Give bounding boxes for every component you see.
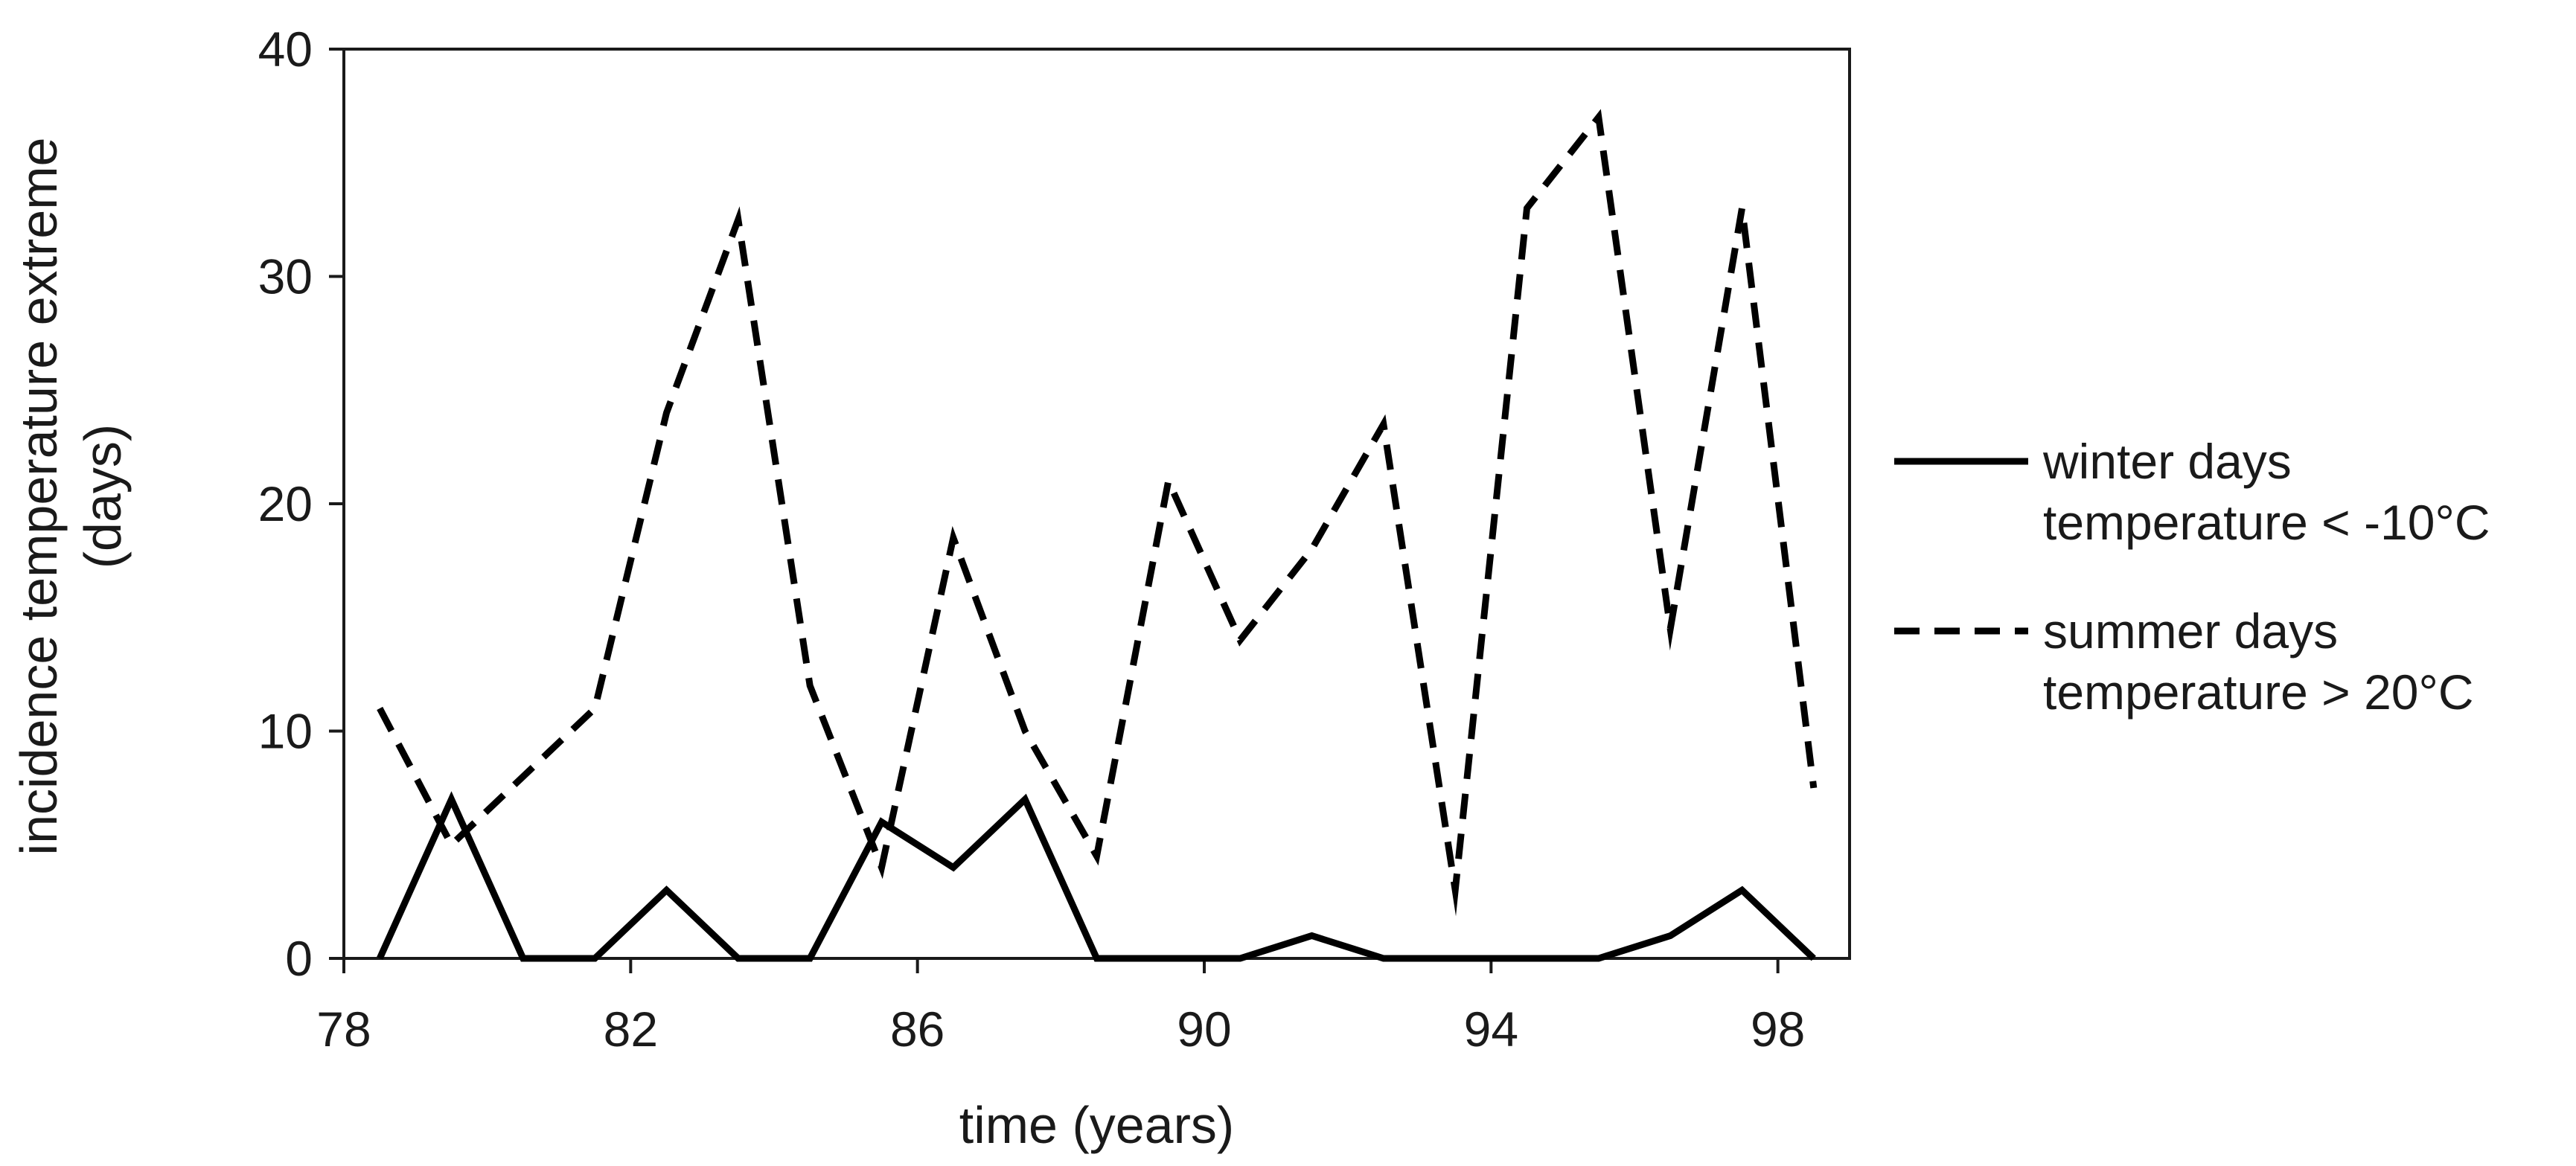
data-point-series-0 [735, 955, 741, 961]
data-point-series-1 [1094, 853, 1100, 859]
data-point-series-1 [1237, 637, 1243, 643]
x-tick-label: 86 [890, 1002, 945, 1057]
data-point-series-1 [1739, 205, 1745, 211]
y-axis-title: incidence temperature extreme (days) [10, 138, 132, 856]
data-point-series-0 [1094, 955, 1100, 961]
data-point-series-1 [592, 705, 598, 711]
data-point-series-0 [449, 796, 455, 802]
x-tick-label: 94 [1464, 1002, 1518, 1057]
data-point-series-0 [1596, 955, 1602, 961]
data-point-series-1 [1022, 728, 1028, 734]
legend-label: temperature < -10°C [2043, 495, 2490, 550]
data-point-series-0 [1452, 955, 1458, 961]
data-point-series-1 [1381, 421, 1387, 427]
x-tick-label: 90 [1177, 1002, 1231, 1057]
y-axis-title-line: incidence temperature extreme [10, 138, 68, 856]
data-point-series-1 [1596, 115, 1602, 121]
data-point-series-0 [1381, 955, 1387, 961]
y-tick-label: 30 [258, 249, 313, 304]
y-tick-label: 40 [258, 22, 313, 77]
data-point-series-1 [520, 774, 526, 780]
series-line-1 [377, 109, 1818, 917]
data-point-series-0 [664, 887, 670, 893]
x-tick-label: 78 [316, 1002, 371, 1057]
legend-label: summer days [2043, 603, 2338, 659]
x-axis-title: time (years) [959, 1096, 1234, 1154]
data-point-series-0 [1237, 955, 1243, 961]
y-tick-label: 20 [258, 476, 313, 531]
series-line-0 [377, 791, 1816, 962]
data-point-series-0 [1524, 955, 1530, 961]
legend: winter days temperature < -10°C summer day… [1894, 434, 2490, 720]
data-point-series-0 [950, 865, 956, 871]
plot-area: 0 10 20 30 40 78 82 86 90 94 98 [258, 22, 1851, 1057]
data-point-series-1 [807, 682, 813, 688]
data-point-series-0 [879, 819, 885, 825]
data-point-series-1 [449, 842, 455, 848]
data-point-series-0 [1667, 932, 1673, 938]
data-point-series-0 [1309, 932, 1315, 938]
data-point-series-0 [1022, 796, 1028, 802]
data-point-series-0 [377, 955, 383, 961]
data-point-series-0 [1166, 955, 1172, 961]
y-tick-label: 10 [258, 704, 313, 759]
data-point-series-0 [592, 955, 598, 961]
data-point-series-1 [1524, 205, 1530, 211]
data-point-series-0 [1739, 887, 1745, 893]
data-point-series-1 [735, 217, 741, 222]
data-point-series-1 [1667, 626, 1673, 632]
data-point-series-1 [950, 535, 956, 541]
y-axis-title-line: (days) [74, 424, 132, 568]
data-point-series-0 [807, 955, 813, 961]
plot-frame [342, 48, 1851, 960]
data-point-series-0 [1811, 955, 1817, 961]
data-point-series-1 [1309, 546, 1315, 552]
legend-label: winter days [2042, 434, 2292, 489]
data-point-series-1 [377, 705, 383, 711]
data-point-series-1 [1166, 478, 1172, 484]
y-tick-label: 0 [285, 931, 313, 986]
data-point-series-1 [664, 410, 670, 416]
x-tick-label: 82 [604, 1002, 658, 1057]
data-point-series-1 [879, 865, 885, 871]
data-point-series-1 [1452, 887, 1458, 893]
x-tick-label: 98 [1751, 1002, 1805, 1057]
data-point-series-1 [1811, 785, 1817, 791]
data-point-series-0 [520, 955, 526, 961]
legend-label: temperature > 20°C [2043, 664, 2474, 720]
